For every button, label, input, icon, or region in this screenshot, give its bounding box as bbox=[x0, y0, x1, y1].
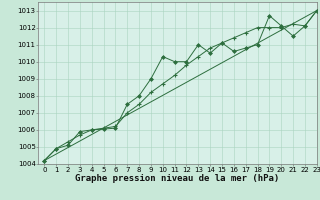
X-axis label: Graphe pression niveau de la mer (hPa): Graphe pression niveau de la mer (hPa) bbox=[76, 174, 280, 183]
